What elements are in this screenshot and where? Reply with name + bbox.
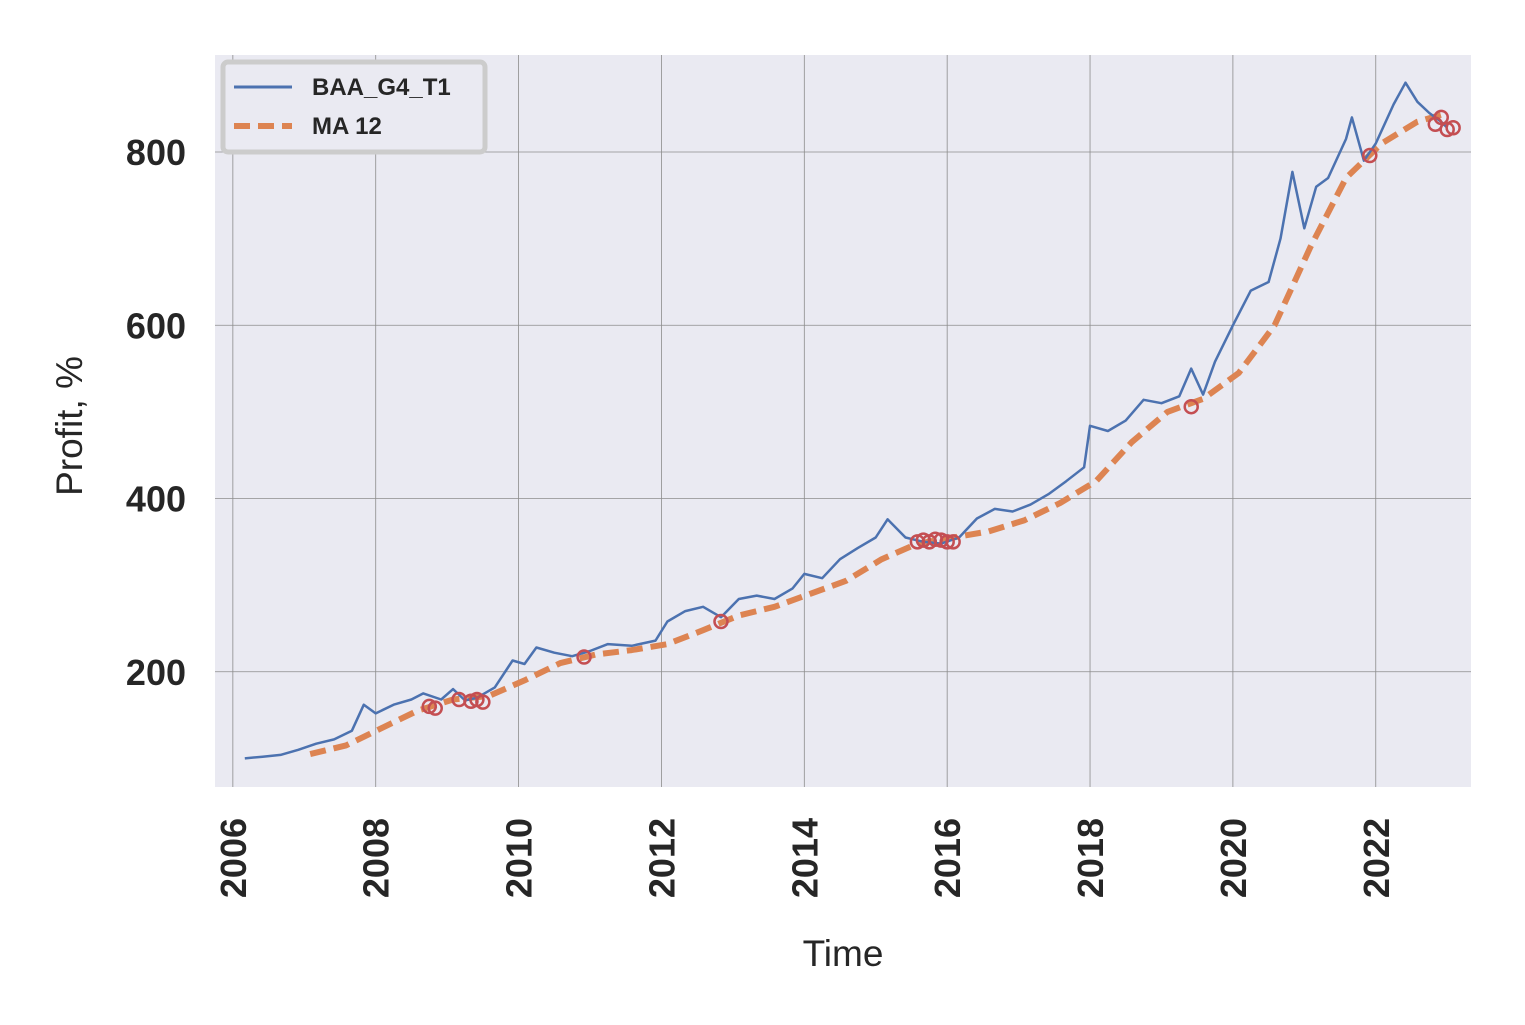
- signal-marker: [945, 534, 961, 550]
- signal-marker: [939, 534, 955, 550]
- plot-area: [215, 55, 1471, 787]
- legend-label-series: BAA_G4_T1: [312, 74, 451, 101]
- signal-marker: [1433, 109, 1449, 126]
- signal-marker: [475, 694, 491, 710]
- x-tick-label: 2006: [213, 818, 254, 898]
- grid-lines: [215, 55, 1471, 787]
- signal-marker: [1362, 147, 1378, 164]
- y-tick-labels: 200 400 600 800: [126, 132, 186, 693]
- x-tick-labels: 2006 2008 2010 2012 2014 2016 2018 2020 2022: [213, 818, 1397, 898]
- x-tick-label: 2008: [356, 818, 397, 898]
- y-tick-label: 800: [126, 132, 186, 173]
- y-axis-title: Profit, %: [49, 356, 90, 496]
- signal-marker: [713, 613, 729, 630]
- signal-marker: [1445, 120, 1461, 136]
- series-line-main: [244, 81, 1449, 760]
- x-axis-title: Time: [803, 933, 884, 974]
- signal-marker: [576, 649, 592, 665]
- x-tick-label: 2018: [1070, 818, 1111, 898]
- y-tick-label: 400: [126, 479, 186, 520]
- y-tick-label: 200: [126, 652, 186, 693]
- x-tick-label: 2010: [499, 818, 540, 898]
- series-layer: [244, 81, 1449, 760]
- x-tick-label: 2016: [927, 818, 968, 898]
- legend-box: [220, 59, 488, 155]
- y-tick-label: 600: [126, 305, 186, 346]
- x-tick-label: 2014: [784, 818, 825, 898]
- marker-layer: [421, 109, 1461, 716]
- legend: BAA_G4_T1 MA 12: [220, 59, 488, 155]
- series-line-ma: [309, 110, 1449, 758]
- x-tick-label: 2020: [1213, 818, 1254, 898]
- signal-marker: [427, 700, 443, 716]
- x-tick-label: 2022: [1356, 818, 1397, 898]
- x-tick-label: 2012: [641, 818, 682, 898]
- legend-label-ma: MA 12: [312, 113, 382, 140]
- signal-marker: [1183, 398, 1199, 415]
